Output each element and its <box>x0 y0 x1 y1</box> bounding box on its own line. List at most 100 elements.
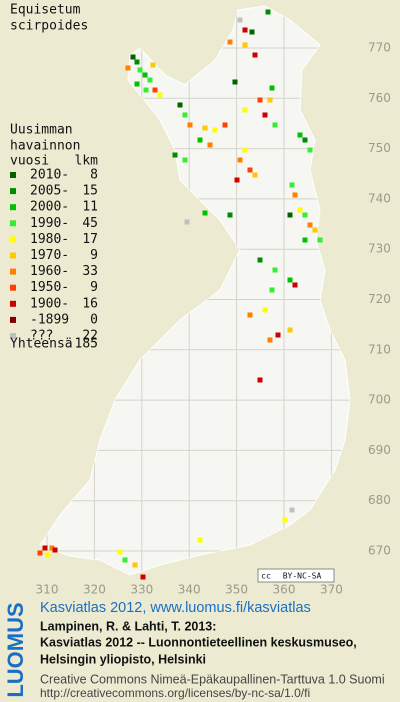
finland-outline <box>39 5 351 576</box>
observation <box>267 97 273 103</box>
legend-label: 1970- <box>30 248 69 263</box>
total: 185 <box>75 337 98 352</box>
observation <box>117 549 123 555</box>
observation <box>257 257 263 263</box>
legend-swatch <box>10 333 16 339</box>
y-label: 680 <box>368 493 391 507</box>
observations <box>37 9 323 580</box>
observation <box>297 207 303 213</box>
observation <box>142 72 148 78</box>
observation <box>275 332 281 338</box>
observation <box>312 227 318 233</box>
x-label: 340 <box>178 583 201 597</box>
legend-swatch <box>10 316 16 323</box>
legend-label: 2000- <box>30 200 69 215</box>
observation <box>289 182 295 188</box>
observation <box>184 219 190 225</box>
observation <box>207 142 213 148</box>
observation <box>262 307 268 313</box>
legend-heading: Uusimman <box>10 123 73 138</box>
observation <box>252 172 258 178</box>
legend-label: -1899 <box>30 312 69 327</box>
y-label: 710 <box>368 342 391 356</box>
observation <box>249 29 255 35</box>
y-label: 700 <box>368 393 391 407</box>
observation <box>177 102 183 108</box>
y-label: 720 <box>368 292 391 306</box>
observation <box>269 85 275 91</box>
legend-label: 1950- <box>30 280 69 295</box>
observation <box>242 107 248 113</box>
observation <box>132 562 138 568</box>
observation <box>302 237 308 243</box>
legend-swatch <box>10 284 16 291</box>
logo: LUOMUS <box>3 602 28 697</box>
observation <box>137 67 143 73</box>
observation <box>52 547 58 553</box>
observation <box>262 112 268 118</box>
observation <box>237 157 243 163</box>
observation <box>302 137 308 143</box>
observation <box>45 552 51 558</box>
observation <box>143 87 149 93</box>
observation <box>292 282 298 288</box>
citation: Lampinen, R. & Lahti, T. 2013: <box>40 619 216 633</box>
x-label: 350 <box>225 583 248 597</box>
observation <box>307 147 313 153</box>
link[interactable]: Kasviatlas 2012, www.luomus.fi/kasviatla… <box>40 600 311 616</box>
observation <box>232 79 238 85</box>
y-label: 770 <box>368 41 391 55</box>
legend-swatch <box>10 268 16 275</box>
legend-swatch <box>10 172 16 178</box>
x-label: 320 <box>83 583 106 597</box>
legend-count: 45 <box>82 216 98 231</box>
observation <box>257 97 263 103</box>
observation <box>289 507 295 513</box>
observation <box>287 277 293 283</box>
observation <box>147 77 153 83</box>
x-label: 370 <box>320 583 343 597</box>
observation <box>307 222 313 228</box>
legend-label: 1900- <box>30 296 69 311</box>
legend-label: 1980- <box>30 232 69 247</box>
observation <box>182 112 188 118</box>
legend-count: 9 <box>90 280 98 295</box>
observation <box>125 65 131 71</box>
observation <box>282 517 288 523</box>
observation <box>287 212 293 218</box>
legend: 2010- 8 2005- 15 2000- 11 1990- 45 1980- 17 1970- 9… <box>10 168 98 344</box>
cc-icon: cc <box>261 572 271 581</box>
legend-heading: vuosi <box>10 154 49 169</box>
observation <box>134 59 140 65</box>
legend-count: 0 <box>90 312 98 327</box>
observation <box>42 545 48 551</box>
legend-swatch <box>10 188 16 195</box>
legend-swatch <box>10 220 16 227</box>
observation <box>234 177 240 183</box>
observation <box>212 127 218 133</box>
legend-swatch <box>10 252 16 259</box>
x-label: 360 <box>273 583 296 597</box>
observation <box>157 92 163 98</box>
observation <box>265 9 271 15</box>
legend-label: 2005- <box>30 184 69 199</box>
observation <box>187 122 193 128</box>
legend-count: 9 <box>90 248 98 263</box>
citation: Kasviatlas 2012 -- Luonnontieteellinen k… <box>40 635 357 649</box>
y-label: 730 <box>368 242 391 256</box>
observation <box>202 210 208 216</box>
legend-count: 17 <box>82 232 98 247</box>
license: Creative Commons Nimeä-Epäkaupallinen-Ta… <box>40 672 385 686</box>
observation <box>267 337 273 343</box>
legend-heading: lkm <box>75 154 99 169</box>
observation <box>242 42 248 48</box>
license-url[interactable]: http://creativecommons.org/licenses/by-n… <box>40 686 310 700</box>
legend-heading: havainnon <box>10 139 80 154</box>
observation <box>37 550 43 556</box>
observation <box>247 312 253 318</box>
citation: Helsingin yliopisto, Helsinki <box>40 652 206 666</box>
y-label: 750 <box>368 141 391 155</box>
observation <box>227 212 233 218</box>
x-label: 330 <box>130 583 153 597</box>
